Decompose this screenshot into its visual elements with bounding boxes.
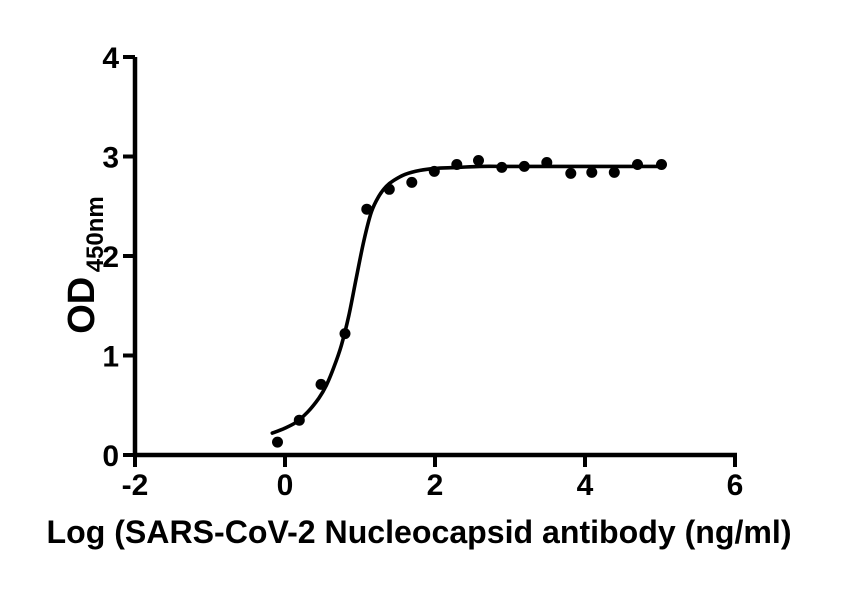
data-point [315, 378, 327, 390]
data-point [632, 159, 643, 170]
x-axis-title: Log (SARS-CoV-2 Nucleocapsid antibody (n… [47, 514, 792, 550]
data-point [383, 183, 395, 195]
data-point [541, 157, 553, 168]
plot-area [270, 155, 667, 448]
x-tick-label: 6 [727, 469, 744, 502]
y-tick-label: 4 [102, 42, 119, 75]
data-point [496, 161, 508, 173]
data-point [293, 414, 305, 426]
data-point [339, 328, 351, 340]
data-point [451, 159, 463, 170]
data-point [428, 165, 440, 177]
data-point [406, 176, 418, 188]
x-tick-label: 2 [427, 469, 444, 502]
y-tick-label: 2 [102, 241, 119, 274]
y-axis-label: OD 450nm [61, 196, 109, 334]
data-point [473, 155, 484, 166]
fit-curve [270, 164, 664, 435]
x-tick-label: 4 [577, 469, 594, 502]
data-point [361, 203, 373, 215]
y-axis-label-sub: 450nm [82, 196, 109, 272]
y-axis-label-main: OD [61, 277, 103, 334]
data-point [518, 160, 530, 172]
data-point [656, 159, 667, 170]
x-tick-label: 0 [277, 469, 294, 502]
data-point [565, 167, 577, 179]
data-point [608, 166, 620, 178]
y-tick-label: 3 [102, 142, 119, 175]
data-point [272, 436, 283, 448]
y-tick-label: 1 [102, 341, 119, 374]
x-tick-label: -2 [122, 469, 149, 502]
y-tick-label: 0 [102, 440, 119, 473]
data-point [586, 166, 598, 178]
